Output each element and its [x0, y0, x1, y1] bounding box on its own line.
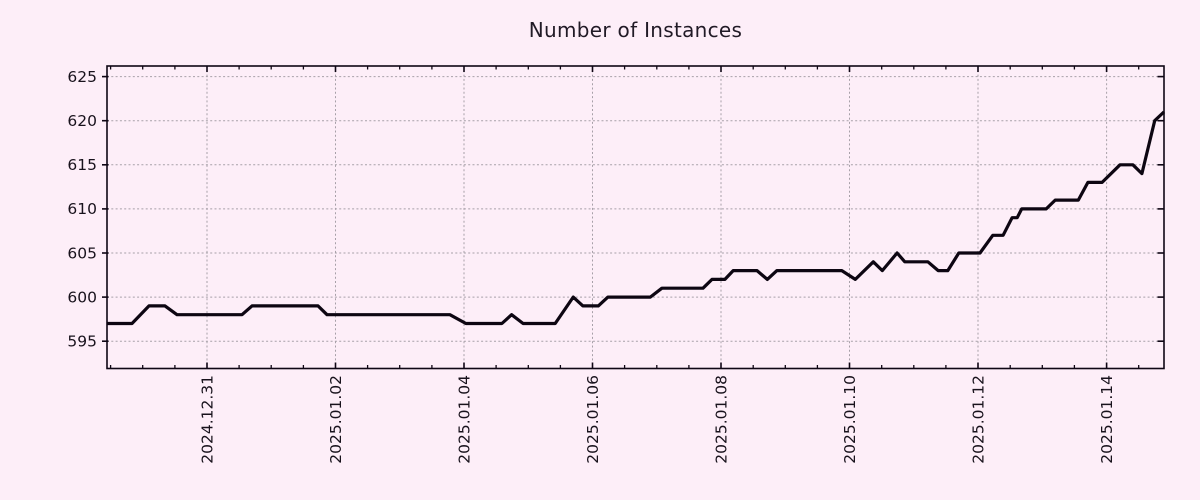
plot-border	[106, 65, 1165, 370]
x-tick-label: 2025.01.06	[584, 375, 602, 464]
data-line	[107, 110, 1166, 326]
y-tick-label: 600	[67, 288, 97, 306]
y-tick-label: 605	[67, 244, 97, 262]
y-tick-label: 610	[67, 200, 97, 218]
y-tick-label: 620	[67, 112, 97, 130]
x-tick-label: 2025.01.12	[970, 375, 988, 464]
x-tick-label: 2025.01.10	[841, 375, 859, 464]
chart-title: Number of Instances	[528, 18, 743, 42]
x-tick-label: 2025.01.02	[327, 375, 345, 464]
x-tick-label: 2024.12.31	[199, 375, 217, 464]
y-tick-label: 625	[67, 68, 97, 86]
x-tick-label: 2025.01.08	[713, 375, 731, 464]
x-tick-label: 2025.01.14	[1098, 375, 1116, 464]
x-tick-label: 2025.01.04	[456, 375, 474, 464]
y-tick-label: 615	[67, 156, 97, 174]
y-tick-label: 595	[67, 333, 97, 351]
